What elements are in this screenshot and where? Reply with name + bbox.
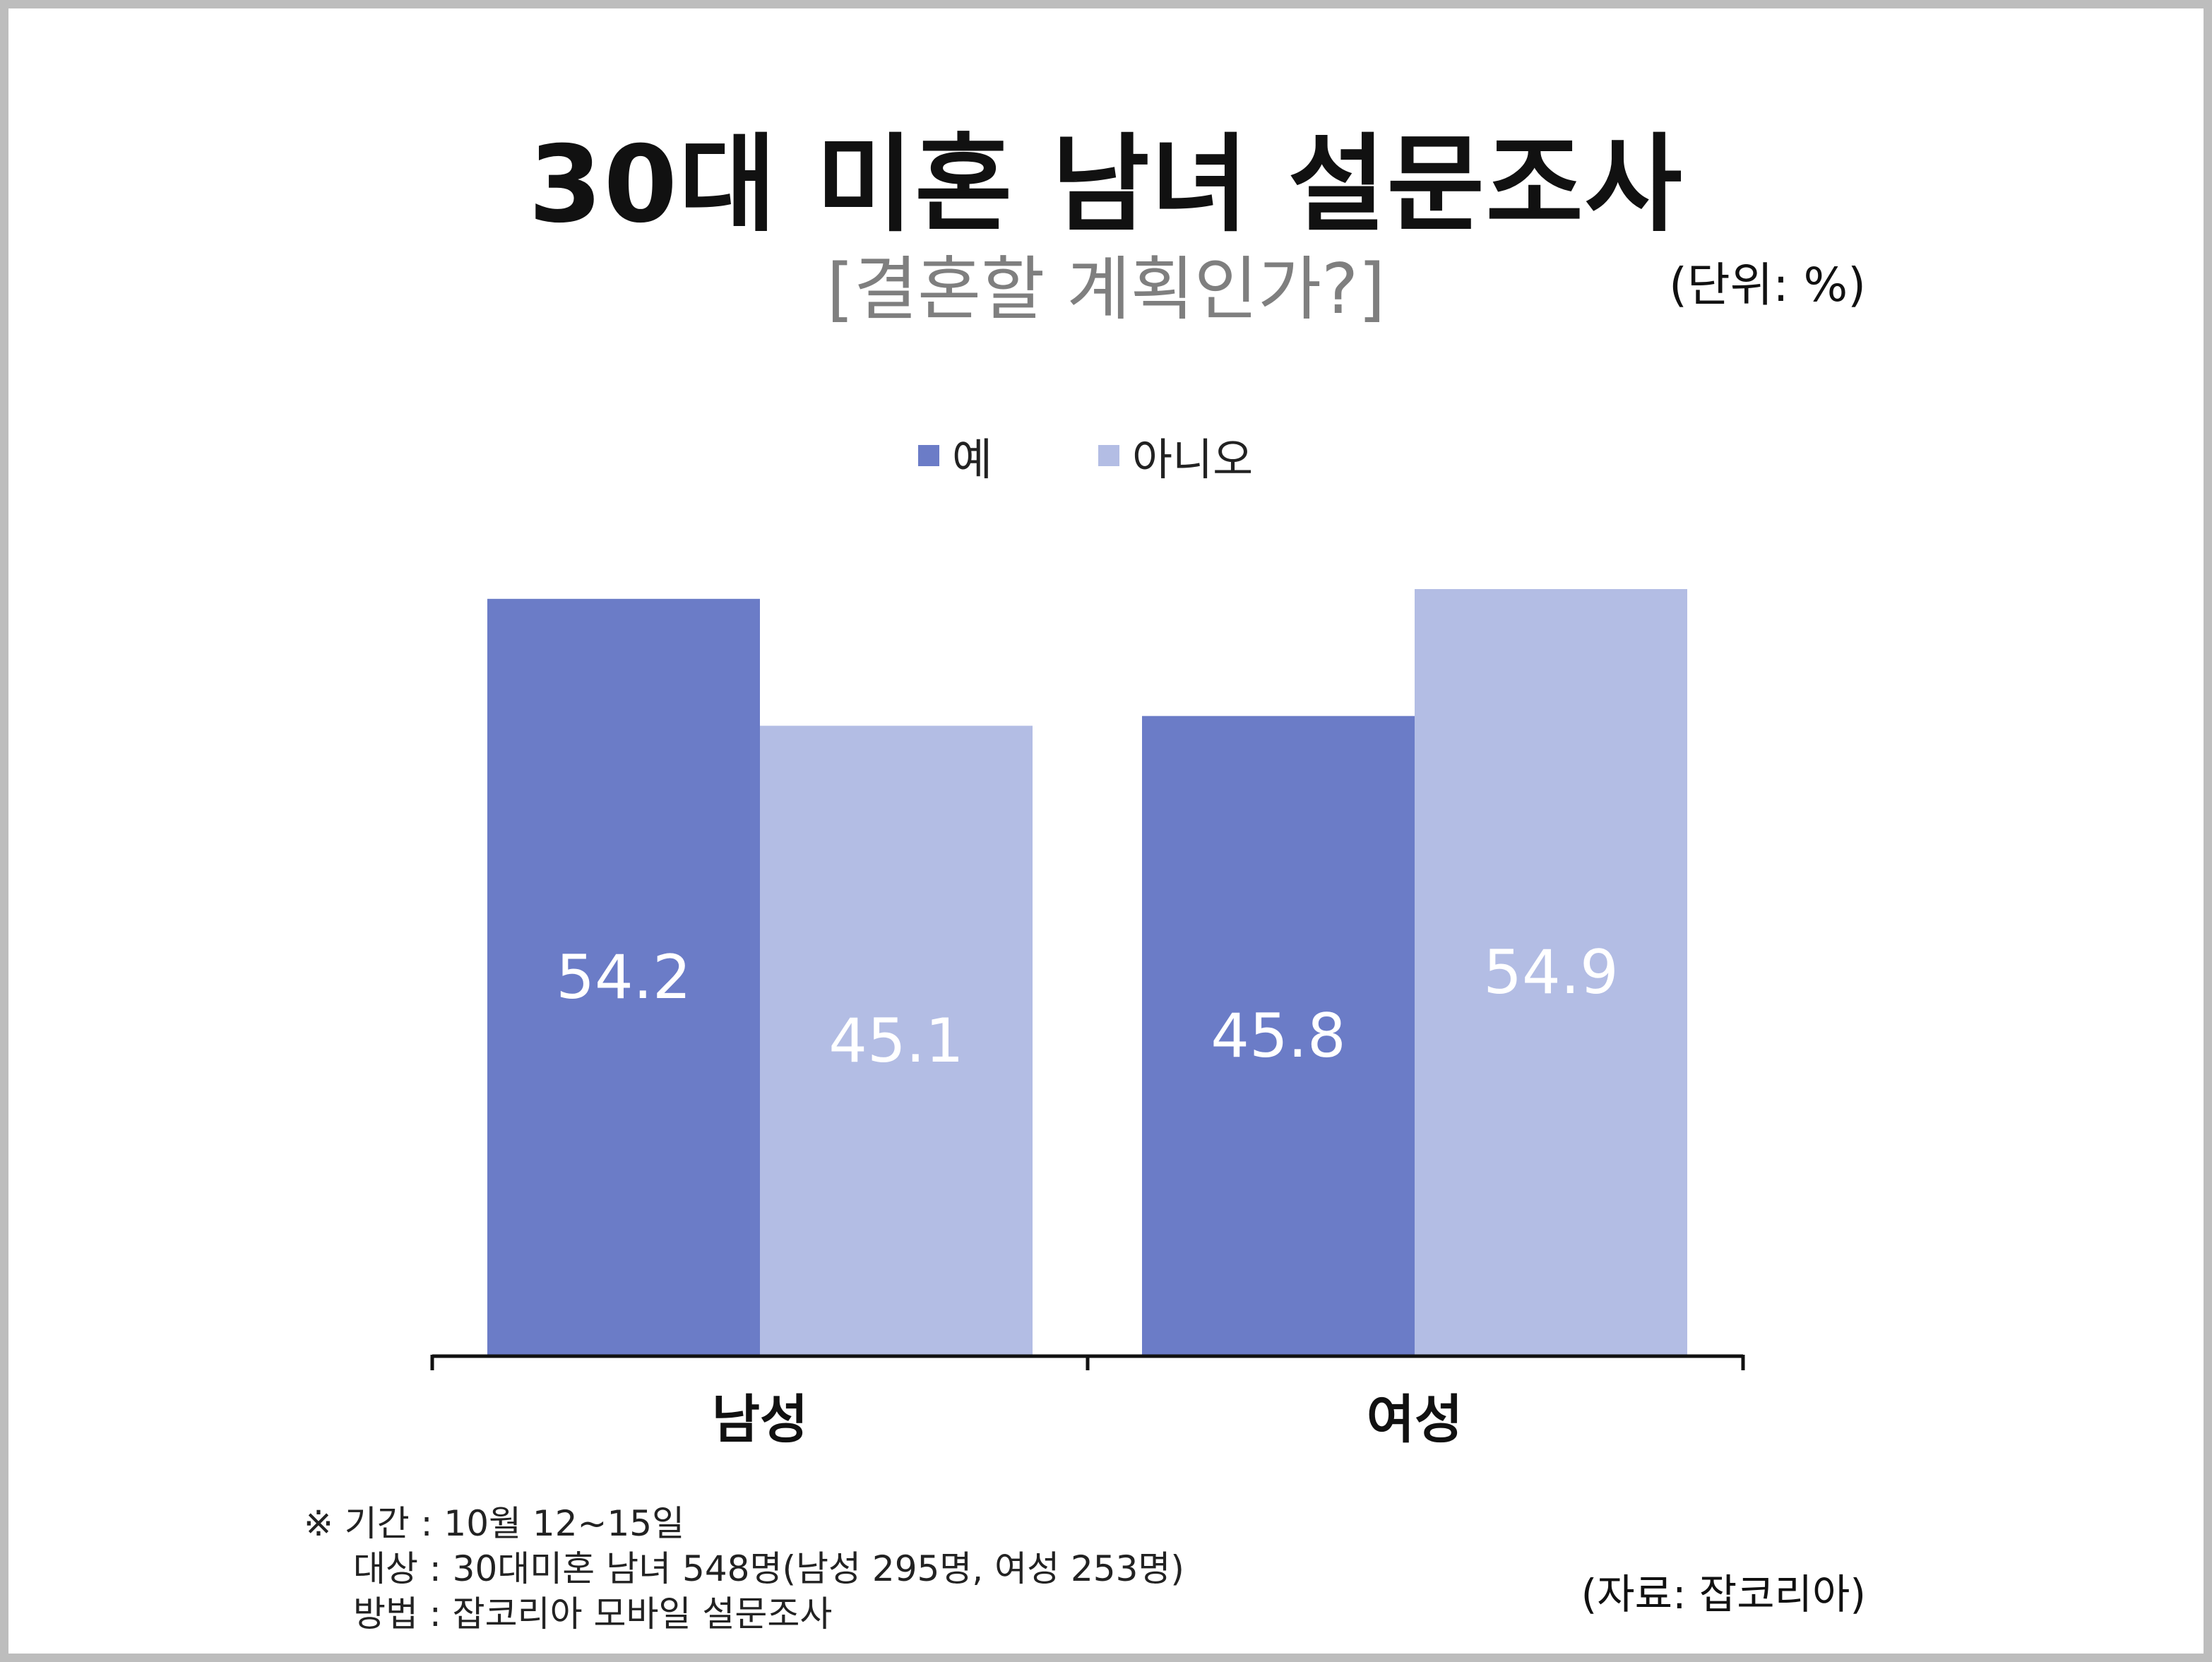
data-label-no-male: 45.1 — [828, 1006, 963, 1076]
category-label-female: 여성 — [1367, 1389, 1463, 1450]
note-period: ※ 기간 : 10월 12~15일 — [304, 1503, 685, 1544]
survey-notes: ※ 기간 : 10월 12~15일 대상 : 30대미혼 남녀 548명(남성 … — [304, 1501, 1184, 1637]
bar-no-female — [1415, 589, 1687, 1355]
bars-group — [487, 589, 1687, 1355]
note-method: 방법 : 잡코리아 모바일 설문조사 — [353, 1593, 833, 1634]
data-label-yes-male: 54.2 — [556, 942, 691, 1013]
legend: 예 아니오 — [918, 431, 1359, 485]
unit-label: (단위: %) — [1669, 258, 1866, 312]
chart-subtitle: [결혼할 계획인가?] — [826, 249, 1386, 330]
legend-item-yes: 예 — [918, 424, 992, 487]
note-target: 대상 : 30대미혼 남녀 548명(남성 295명, 여성 253명) — [353, 1548, 1184, 1589]
chart-title: 30대 미혼 남녀 설문조사 — [528, 124, 1684, 247]
legend-swatch-no — [1098, 445, 1120, 466]
data-label-yes-female: 45.8 — [1211, 1001, 1345, 1072]
data-label-no-female: 54.9 — [1483, 937, 1618, 1008]
bar-yes-female — [1142, 716, 1415, 1355]
x-axis: 남성 여성 — [430, 1354, 1745, 1450]
category-label-male: 남성 — [712, 1389, 808, 1450]
legend-swatch-yes — [918, 445, 939, 466]
legend-label-yes: 예 — [952, 434, 993, 485]
bar-no-male — [760, 725, 1033, 1355]
data-labels-group: 54.2 45.1 45.8 54.9 — [556, 937, 1618, 1076]
source-label: (자료: 잡코리아) — [1581, 1570, 1866, 1618]
legend-item-no: 아니오 — [1098, 424, 1253, 487]
legend-label-no: 아니오 — [1132, 434, 1254, 485]
bar-yes-male — [487, 598, 760, 1355]
